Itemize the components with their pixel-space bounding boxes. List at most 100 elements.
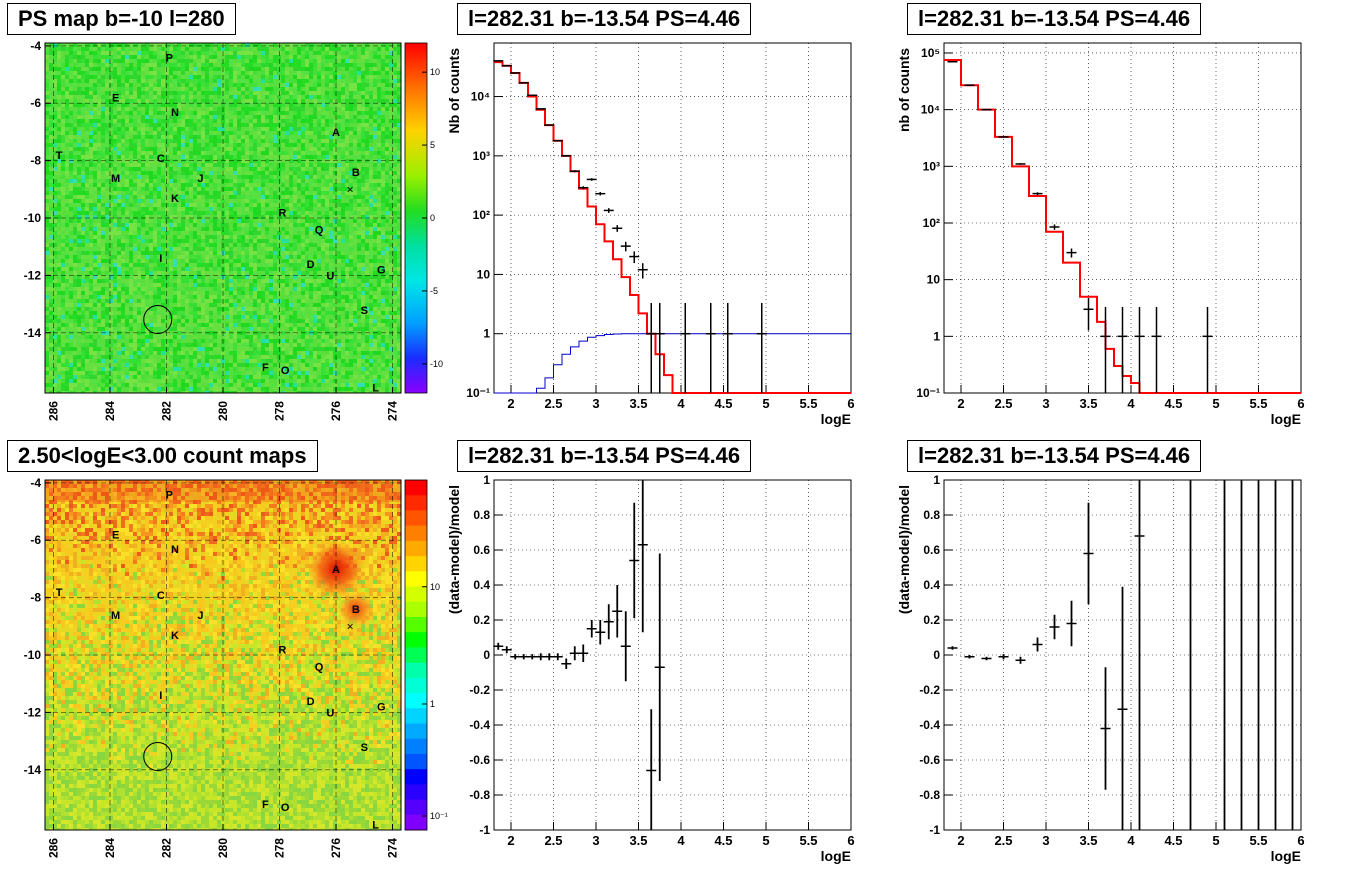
y-tick-label: 0.4 bbox=[923, 578, 940, 592]
y-tick-label: 10⁻¹ bbox=[466, 386, 490, 400]
cross-marker: × bbox=[347, 182, 354, 196]
source-label-E: E bbox=[112, 530, 119, 542]
y-tick-label: 0 bbox=[483, 648, 490, 662]
y-tick-label: 0.8 bbox=[923, 508, 940, 522]
scale-band bbox=[405, 814, 427, 831]
y-tick-label: 10 bbox=[927, 273, 941, 287]
x-tick-label: 3 bbox=[592, 396, 599, 411]
y-tick-label: -0.6 bbox=[469, 753, 490, 767]
scale-label: 10 bbox=[430, 67, 440, 77]
map-pixels bbox=[45, 43, 401, 393]
source-label-G: G bbox=[377, 702, 386, 714]
x-tick-label: 5.5 bbox=[799, 396, 817, 411]
x-tick-label: 2 bbox=[507, 833, 514, 848]
ps-map-title: PS map b=-10 l=280 bbox=[7, 3, 236, 35]
x-tick-label: 4 bbox=[1127, 396, 1135, 411]
source-label-J: J bbox=[197, 173, 203, 185]
x-tick-label: 6 bbox=[1297, 833, 1304, 848]
y-axis-label: Nb of counts bbox=[446, 48, 462, 134]
y-tick-label: -0.4 bbox=[919, 718, 940, 732]
source-label-P: P bbox=[166, 489, 173, 501]
map-x-tick-label: 280 bbox=[216, 838, 230, 858]
y-tick-label: 1 bbox=[483, 327, 490, 341]
color-scale bbox=[404, 479, 428, 831]
source-label-J: J bbox=[197, 610, 203, 622]
y-tick-label: 0 bbox=[933, 648, 940, 662]
source-label-I: I bbox=[159, 690, 162, 702]
source-label-D: D bbox=[307, 696, 315, 708]
x-tick-label: 4 bbox=[677, 396, 685, 411]
map-y-tick-label: -6 bbox=[30, 96, 41, 110]
y-tick-label: -0.2 bbox=[919, 683, 940, 697]
scale-label: 1 bbox=[430, 699, 435, 709]
map-x-tick-label: 284 bbox=[103, 401, 117, 421]
map-x-tick-label: 284 bbox=[103, 838, 117, 858]
map-y-tick-label: -4 bbox=[30, 476, 41, 490]
count-map-title: 2.50<logE<3.00 count maps bbox=[7, 440, 318, 472]
scale-band bbox=[405, 677, 427, 694]
y-tick-label: 1 bbox=[933, 329, 940, 343]
x-tick-label: 5 bbox=[1212, 833, 1219, 848]
source-label-D: D bbox=[307, 259, 315, 271]
y-axis-label: (data-model)/model bbox=[446, 485, 462, 614]
map-y-tick-label: -8 bbox=[30, 591, 41, 605]
scale-label: 0 bbox=[430, 213, 435, 223]
y-tick-label: -1 bbox=[929, 823, 940, 837]
y-tick-label: 10⁴ bbox=[921, 103, 940, 117]
map-x-tick-label: 286 bbox=[46, 401, 60, 421]
model-histogram bbox=[494, 61, 851, 394]
scale-band bbox=[405, 540, 427, 557]
source-label-P: P bbox=[166, 52, 173, 64]
source-label-L: L bbox=[372, 382, 379, 394]
y-tick-label: 1 bbox=[933, 473, 940, 487]
scale-band bbox=[405, 693, 427, 709]
x-tick-label: 6 bbox=[847, 396, 854, 411]
map-x-tick-label: 278 bbox=[273, 838, 287, 858]
scale-band bbox=[405, 571, 427, 588]
x-tick-label: 5.5 bbox=[1249, 396, 1267, 411]
source-label-L: L bbox=[372, 819, 379, 831]
y-tick-label: -0.2 bbox=[469, 683, 490, 697]
map-x-tick-label: 282 bbox=[159, 838, 173, 858]
spectrum-1-title: l=282.31 b=-13.54 PS=4.46 bbox=[457, 3, 752, 35]
source-label-R: R bbox=[278, 207, 286, 219]
x-tick-label: 2 bbox=[957, 833, 964, 848]
y-tick-label: 10³ bbox=[923, 159, 940, 173]
map-y-tick-label: -8 bbox=[30, 154, 41, 168]
source-label-R: R bbox=[278, 644, 286, 656]
source-label-E: E bbox=[112, 93, 119, 105]
y-tick-label: 0.6 bbox=[473, 543, 490, 557]
source-label-N: N bbox=[171, 107, 179, 119]
x-tick-label: 2.5 bbox=[994, 396, 1012, 411]
map-x-tick-label: 280 bbox=[216, 401, 230, 421]
source-label-A: A bbox=[332, 127, 340, 139]
scale-label: 5 bbox=[430, 140, 435, 150]
candidate-circle bbox=[143, 742, 173, 772]
count-map: 286 284 282 280 278 276 274 -4 -6 -8 -10 -12 -14 P E N A… bbox=[24, 476, 448, 858]
scale-band bbox=[405, 647, 427, 664]
map-y-tick-label: -12 bbox=[24, 268, 42, 282]
scale-band bbox=[405, 480, 427, 496]
map-y-tick-label: -10 bbox=[24, 648, 42, 662]
scale-band bbox=[405, 556, 427, 572]
model-histogram bbox=[944, 59, 1301, 394]
source-label-N: N bbox=[171, 544, 179, 556]
x-axis-label: logE bbox=[1271, 848, 1301, 864]
scale-band bbox=[405, 723, 427, 740]
scale-band bbox=[405, 708, 427, 724]
residual-2-title: l=282.31 b=-13.54 PS=4.46 bbox=[907, 440, 1202, 472]
scale-band bbox=[405, 738, 427, 755]
x-tick-label: 4.5 bbox=[1164, 833, 1182, 848]
y-tick-label: -0.8 bbox=[919, 788, 940, 802]
source-label-U: U bbox=[326, 270, 334, 282]
map-x-tick-label: 278 bbox=[273, 401, 287, 421]
x-tick-label: 2.5 bbox=[544, 833, 562, 848]
y-tick-label: 1 bbox=[483, 473, 490, 487]
scale-band bbox=[405, 510, 427, 527]
x-axis-label: logE bbox=[1271, 411, 1301, 427]
x-tick-label: 5 bbox=[762, 396, 769, 411]
source-label-G: G bbox=[377, 265, 386, 277]
y-tick-label: 10² bbox=[923, 216, 940, 230]
y-tick-label: -1 bbox=[479, 823, 490, 837]
